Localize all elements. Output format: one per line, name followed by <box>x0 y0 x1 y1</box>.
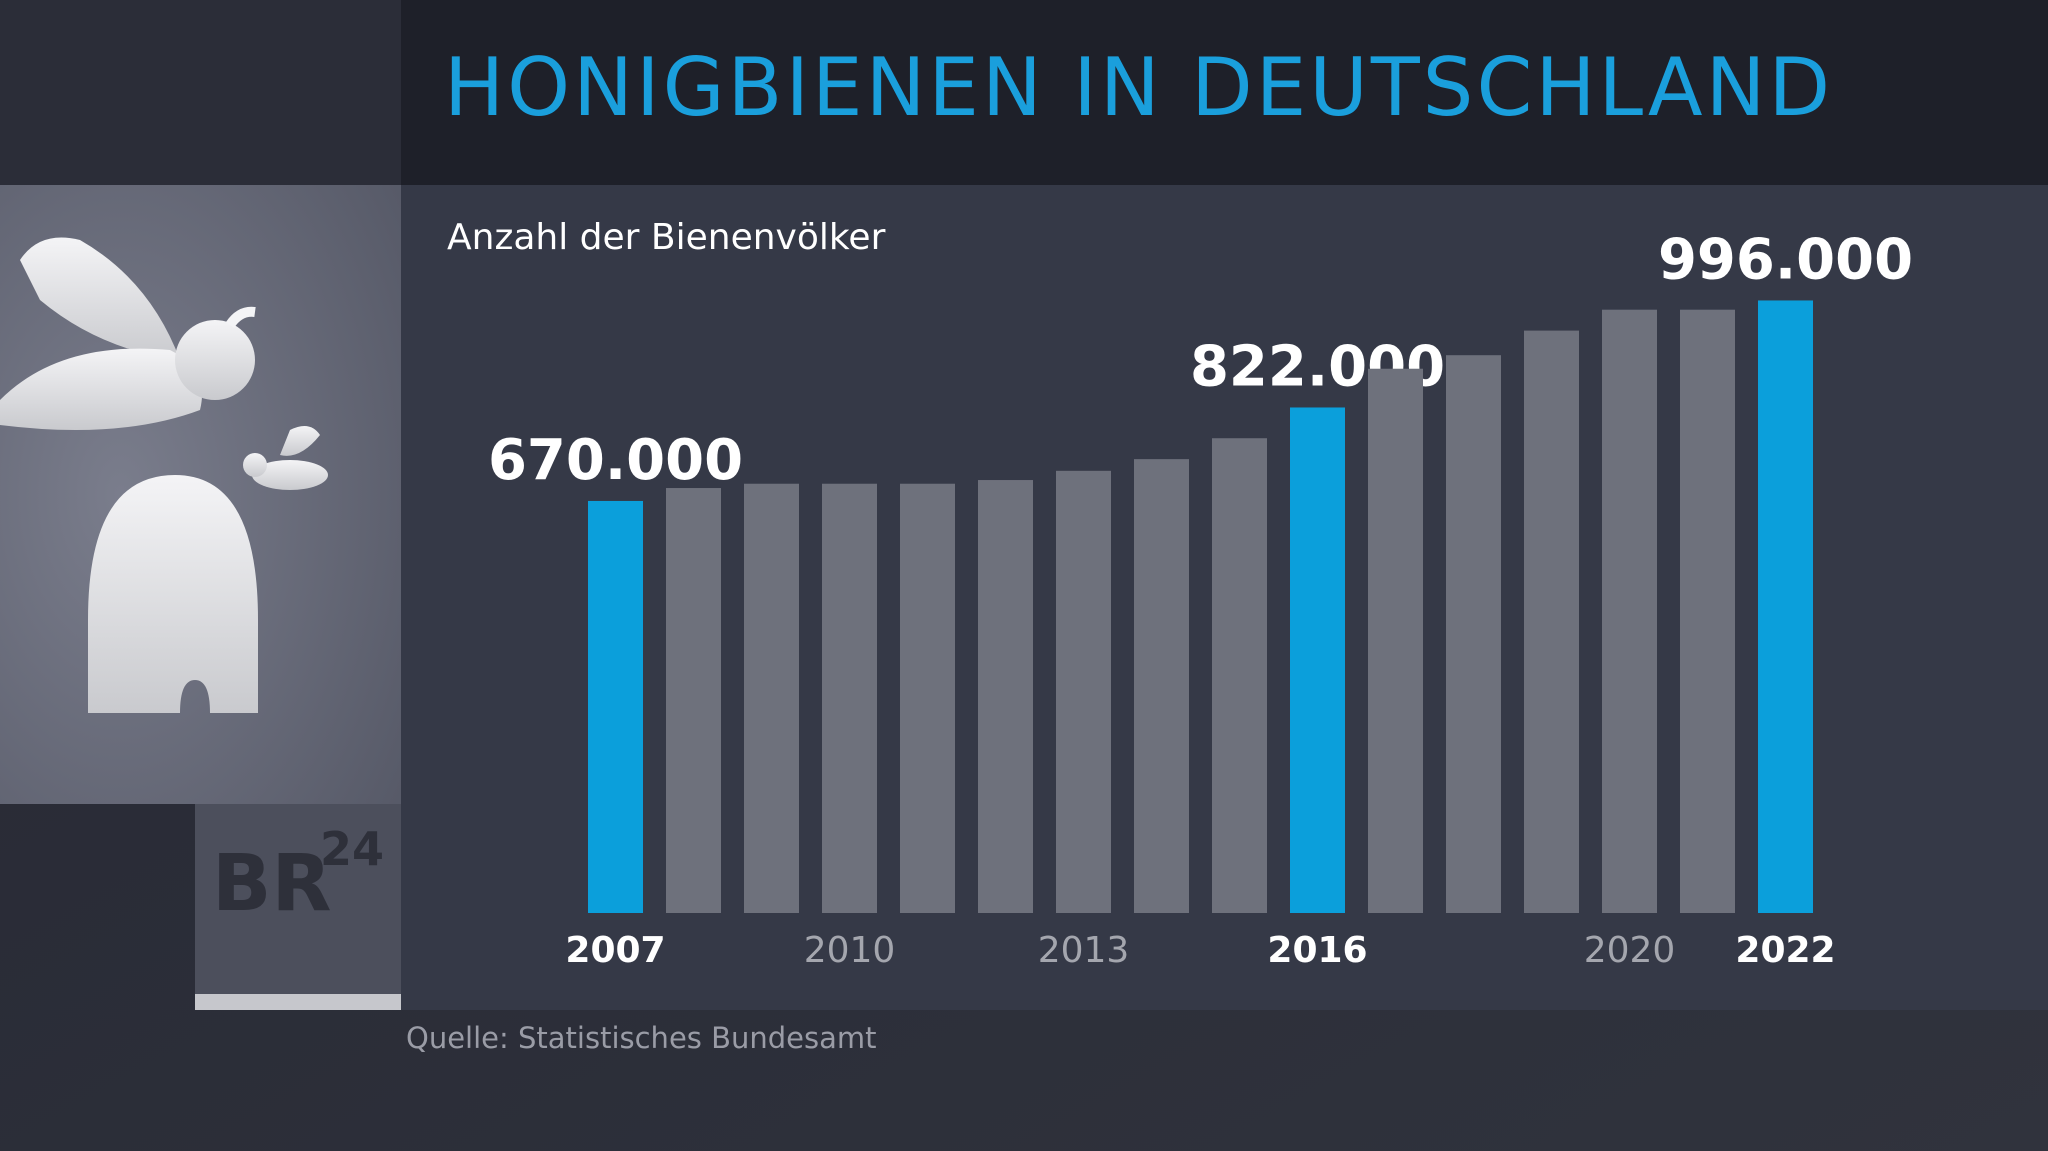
bar <box>1602 309 1657 913</box>
title-band <box>401 0 2048 185</box>
logo-superscript: 24 <box>320 822 384 876</box>
value-label: 996.000 <box>1658 227 1913 292</box>
value-label: 670.000 <box>488 428 743 493</box>
bar <box>1446 355 1501 913</box>
bar <box>900 483 955 913</box>
logo-bar <box>195 994 401 1010</box>
source: Quelle: Statistisches Bundesamt <box>406 1021 877 1055</box>
bar <box>1680 309 1735 913</box>
bar <box>822 483 877 913</box>
logo-box <box>195 804 401 994</box>
bee-illustration <box>0 237 328 713</box>
bar <box>1212 438 1267 913</box>
x-tick-label: 2022 <box>1735 930 1835 971</box>
bar <box>1524 330 1579 914</box>
bar <box>744 483 799 913</box>
corner-panel <box>0 0 401 185</box>
bar <box>1368 368 1423 914</box>
bar <box>1134 459 1189 913</box>
bar <box>1758 300 1813 914</box>
x-tick-label: 2016 <box>1267 930 1367 971</box>
x-tick-label: 2013 <box>1038 930 1130 971</box>
chart-title: HONIGBIENEN IN DEUTSCHLAND <box>444 41 1833 134</box>
x-tick-label: 2010 <box>804 930 896 971</box>
bar <box>588 500 643 913</box>
chart-subtitle: Anzahl der Bienenvölker <box>447 217 886 258</box>
bar <box>1056 470 1111 913</box>
bar <box>1290 407 1345 913</box>
bar <box>666 488 721 913</box>
logo: BR <box>212 839 332 929</box>
bar <box>978 480 1033 913</box>
x-tick-label: 2007 <box>565 930 665 971</box>
x-tick-label: 2020 <box>1584 930 1676 971</box>
